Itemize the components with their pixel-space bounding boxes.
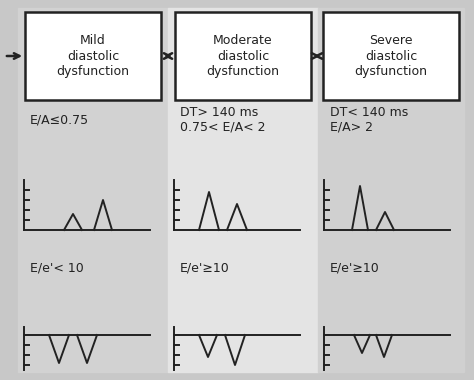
Bar [18,8,168,372]
Text: E/e'≥10: E/e'≥10 [330,261,380,274]
Text: Mild
diastolic
dysfunction: Mild diastolic dysfunction [56,35,129,78]
Text: DT> 140 ms
0.75< E/A< 2: DT> 140 ms 0.75< E/A< 2 [180,106,265,134]
Text: DT< 140 ms
E/A> 2: DT< 140 ms E/A> 2 [330,106,408,134]
Text: E/e'< 10: E/e'< 10 [30,261,84,274]
Text: E/A≤0.75: E/A≤0.75 [30,114,89,127]
Bar [25,12,161,100]
Bar [323,12,459,100]
Text: Severe
diastolic
dysfunction: Severe diastolic dysfunction [355,35,428,78]
Bar [175,12,311,100]
Bar [318,8,464,372]
Text: E/e'≥10: E/e'≥10 [180,261,230,274]
Text: Moderate
diastolic
dysfunction: Moderate diastolic dysfunction [207,35,280,78]
Bar [168,8,318,372]
